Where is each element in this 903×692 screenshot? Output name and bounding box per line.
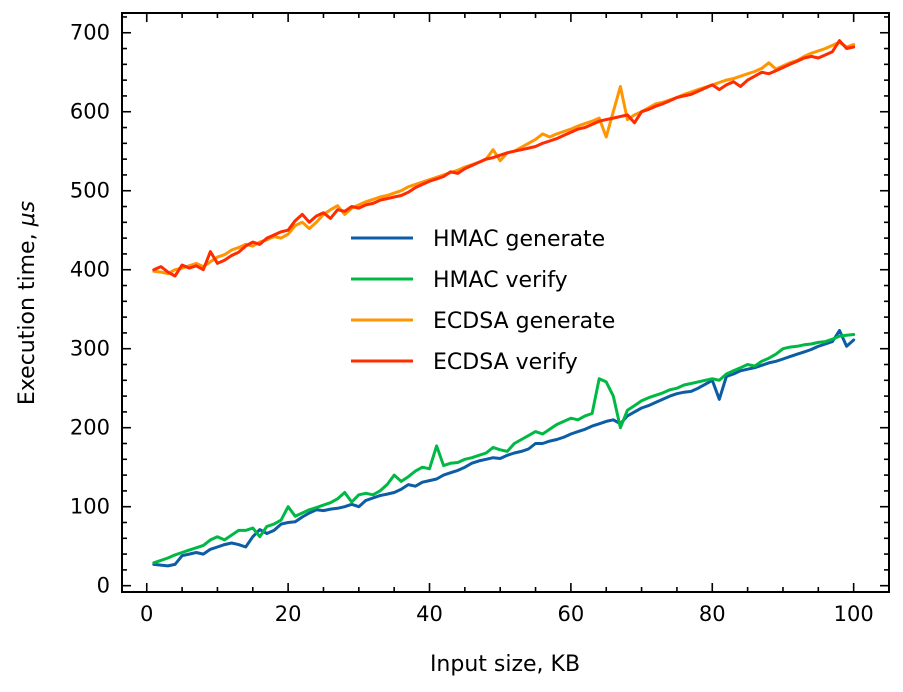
y-tick-label: 0 — [97, 574, 110, 598]
y-tick-label: 400 — [70, 258, 110, 282]
y-tick-label: 600 — [70, 100, 110, 124]
tick-labels: 0 20 40 60 80 100 0 100 200 300 400 500 600 700 — [70, 21, 874, 626]
x-tick-label: 80 — [699, 602, 726, 626]
x-tick-label: 20 — [275, 602, 302, 626]
y-tick-label: 500 — [70, 179, 110, 203]
y-tick-label: 300 — [70, 337, 110, 361]
plot-frame — [121, 12, 890, 593]
series-line-hmac-generate — [152, 329, 856, 568]
x-tick-label: 40 — [416, 602, 443, 626]
x-tick-label: 60 — [558, 602, 585, 626]
x-tick-label: 100 — [834, 602, 874, 626]
legend-label: ECDSA verify — [433, 350, 578, 375]
y-axis-title: Execution time, μs — [15, 201, 40, 405]
axis-ticks — [122, 13, 890, 592]
series-line-hmac-verify — [152, 333, 856, 565]
series-line-ecdsa-verify — [152, 39, 856, 278]
y-axis-title-text: Execution time, — [15, 226, 40, 405]
legend-label: HMAC verify — [433, 268, 568, 293]
series-lines — [152, 39, 856, 568]
y-tick-label: 200 — [70, 416, 110, 440]
y-axis-title-unit: μs — [15, 201, 40, 227]
legend: HMAC generate HMAC verify ECDSA generate EC… — [351, 227, 615, 375]
y-tick-label: 100 — [70, 495, 110, 519]
legend-label: HMAC generate — [433, 227, 605, 252]
x-axis-title: Input size, KB — [430, 652, 580, 677]
y-tick-label: 700 — [70, 21, 110, 45]
x-tick-label: 0 — [140, 602, 153, 626]
legend-label: ECDSA generate — [433, 309, 615, 334]
